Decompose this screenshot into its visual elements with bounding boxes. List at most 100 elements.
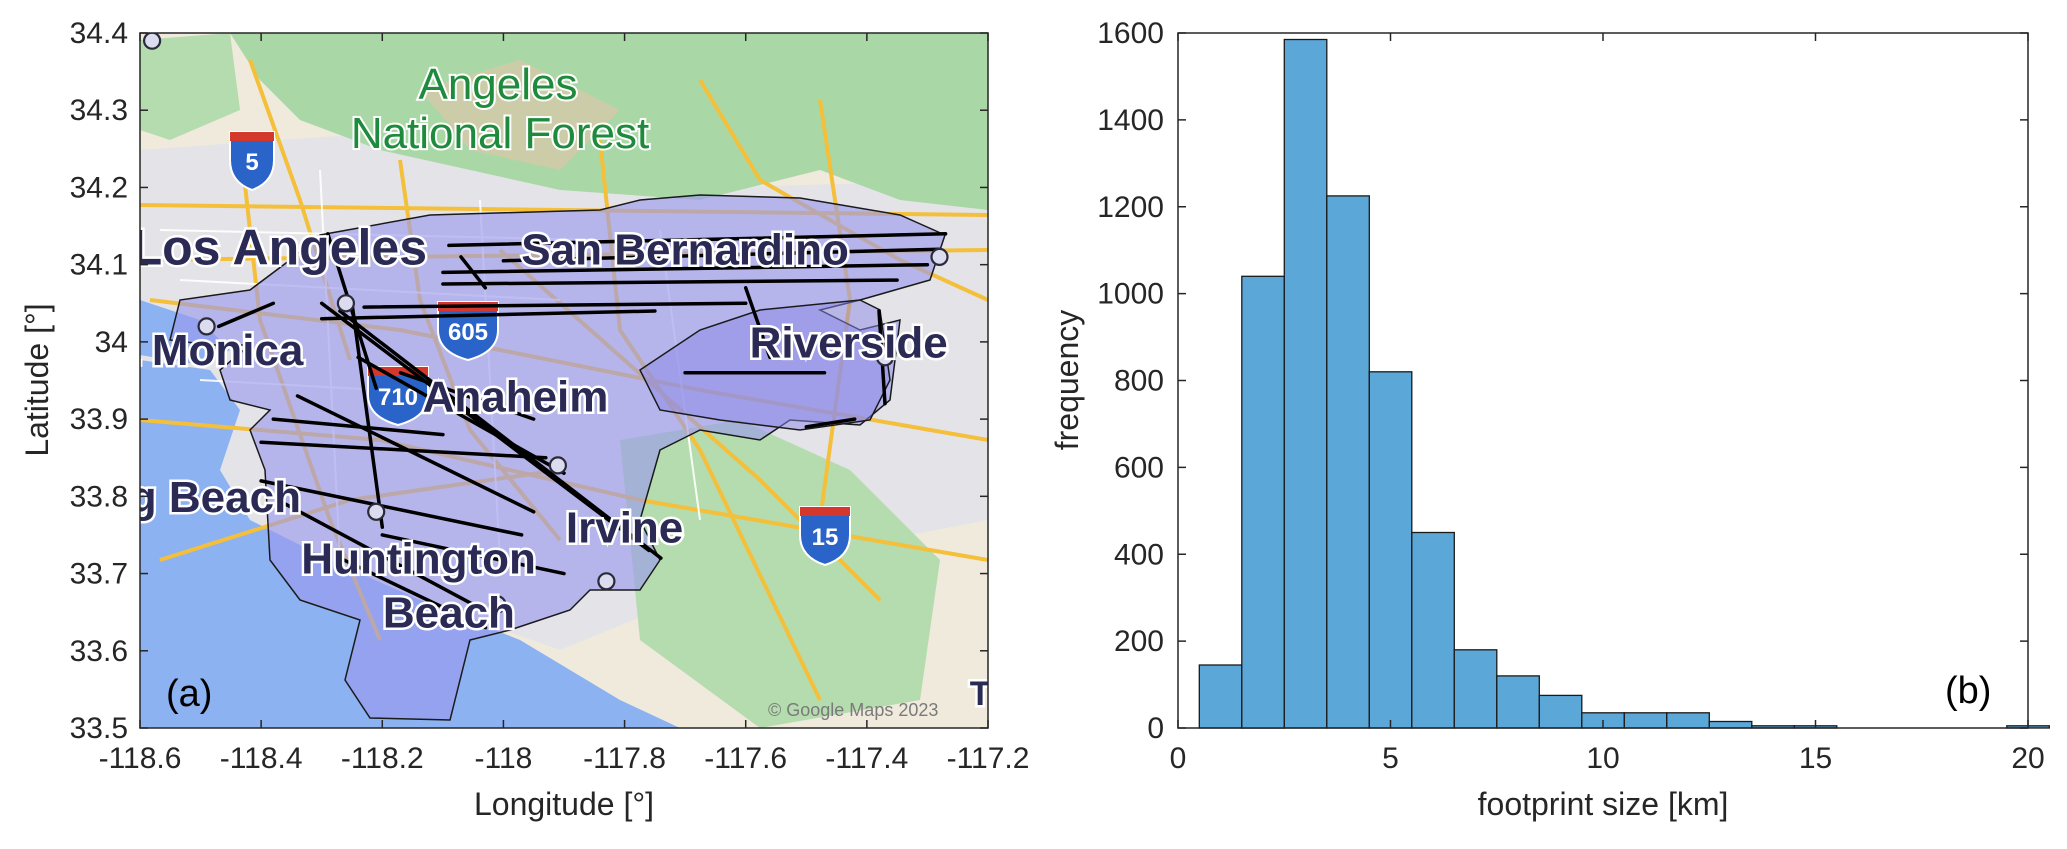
track-17 xyxy=(459,255,488,290)
histogram-bar-12 xyxy=(1666,712,1710,729)
histogram-y-tick-label: 1600 xyxy=(1097,17,1164,50)
track-15 xyxy=(350,301,385,529)
track-3 xyxy=(441,262,930,275)
track-7 xyxy=(338,309,663,560)
map-y-tick-label: 33.8 xyxy=(70,480,128,513)
histogram-y-tick-label: 1400 xyxy=(1097,104,1164,137)
track-4 xyxy=(441,278,899,286)
histogram-y-tick-label: 1200 xyxy=(1097,191,1164,224)
map-panel-label: (a) xyxy=(166,673,212,715)
histogram-bar-9 xyxy=(1538,694,1583,729)
shield-i15-icon: 15 xyxy=(799,506,851,567)
histogram-bar-2 xyxy=(1241,275,1285,729)
map-x-tick-label: -118.4 xyxy=(220,742,303,775)
mountain-terrain xyxy=(420,60,620,170)
track-8 xyxy=(319,301,651,553)
map-y-tick-label: 34 xyxy=(95,326,128,359)
station-marker-3 xyxy=(336,294,355,313)
map-x-tick-label: -117.8 xyxy=(583,742,666,775)
hills-south xyxy=(620,420,940,728)
shield-i15-label: 15 xyxy=(812,524,839,551)
map-y-tick-label: 34.1 xyxy=(70,249,128,282)
track-22 xyxy=(743,286,772,360)
track-6 xyxy=(319,309,657,321)
histogram-y-axis-label: frequency xyxy=(1049,310,1085,451)
histogram-bar-4 xyxy=(1326,195,1370,729)
track-18 xyxy=(216,301,276,329)
place-label-irvine: Irvine xyxy=(566,504,683,553)
histogram-y-tick-label: 0 xyxy=(1147,712,1164,745)
basemap: Angeles National Forest 5 605 710 xyxy=(76,33,1020,728)
track-5 xyxy=(362,301,748,309)
track-20 xyxy=(804,417,857,429)
track-14 xyxy=(338,556,488,630)
histogram-x-tick-label: 20 xyxy=(2011,742,2044,775)
map-y-tick-label: 33.9 xyxy=(70,403,128,436)
histogram-y-tick-label: 800 xyxy=(1114,365,1164,398)
hills-west xyxy=(140,33,240,140)
histogram-y-tick-label: 1000 xyxy=(1097,278,1164,311)
track-23 xyxy=(380,533,566,576)
coverage-riverside xyxy=(639,299,891,431)
map-x-tick-label: -118.2 xyxy=(341,742,424,775)
map-x-axis-label: Longitude [°] xyxy=(474,786,654,822)
map-x-tick-label: -118.6 xyxy=(99,742,182,775)
track-10 xyxy=(398,371,536,421)
track-11 xyxy=(259,440,548,460)
histogram-bar-7 xyxy=(1453,649,1498,729)
histogram-x-tick-label: 10 xyxy=(1586,742,1619,775)
histogram-bar-11 xyxy=(1623,712,1668,729)
forest-label-line2: National Forest xyxy=(351,109,649,158)
map-x-tick-label: -117.4 xyxy=(825,742,908,775)
place-label-los-angeles: Los Angeles xyxy=(132,220,427,276)
map-x-tick-label: -118 xyxy=(475,742,533,775)
station-marker-7 xyxy=(875,348,895,367)
shield-i5-label: 5 xyxy=(245,149,258,176)
histogram-bar-8 xyxy=(1496,675,1540,729)
track-2 xyxy=(501,247,942,263)
histogram-y-tick-label: 200 xyxy=(1114,625,1164,658)
map-credit: © Google Maps 2023 xyxy=(768,700,938,720)
station-marker-8 xyxy=(930,247,949,266)
map-y-axis-label: Latitude [°] xyxy=(19,303,55,456)
station-marker-6 xyxy=(597,572,616,591)
station-marker-5 xyxy=(548,456,568,475)
place-label-riverside: Riverside xyxy=(750,318,948,367)
place-label-san-bernardino: San Bernardino xyxy=(521,226,849,275)
place-label-huntington: Huntington xyxy=(301,535,536,584)
track-16 xyxy=(326,232,378,390)
histogram-x-axis-label: footprint size [km] xyxy=(1478,786,1729,822)
place-labels: Los Angeles San Bernardino Riverside Anahei… xyxy=(76,217,1020,715)
ocean xyxy=(140,360,680,728)
station-marker-4 xyxy=(367,502,386,521)
place-label-ter: Ter xyxy=(970,675,1020,713)
track-9 xyxy=(356,355,566,475)
map-y-tick-label: 34.3 xyxy=(70,94,128,127)
place-label-ong-beach: ong Beach xyxy=(76,473,301,522)
histogram-x-tick-label: 5 xyxy=(1382,742,1399,775)
place-label-beach: Beach xyxy=(383,589,515,638)
track-25 xyxy=(295,394,536,514)
stations xyxy=(143,33,949,614)
forest-area xyxy=(230,33,988,210)
histogram-bar-3 xyxy=(1283,38,1328,729)
track-13 xyxy=(283,502,475,607)
map-y-tick-label: 34.2 xyxy=(70,171,128,204)
station-marker-1 xyxy=(143,33,162,50)
shield-i5-icon: 5 xyxy=(229,131,275,192)
histogram-bar-13 xyxy=(1708,720,1753,729)
map-y-tick-label: 33.5 xyxy=(70,712,128,745)
tracks xyxy=(216,232,948,630)
histogram-y-tick-label: 400 xyxy=(1114,538,1164,571)
place-label-anaheim: Anaheim xyxy=(423,372,609,421)
track-12 xyxy=(259,479,524,537)
map-x-tick-label: -117.2 xyxy=(947,742,1030,775)
track-1 xyxy=(447,232,948,248)
histogram-bars xyxy=(1198,38,2050,729)
histogram-panel-label: (b) xyxy=(1945,670,1991,712)
map-axes-frame xyxy=(139,32,989,729)
histogram-bar-5 xyxy=(1368,371,1413,729)
map-y-tick-label: 34.4 xyxy=(70,17,128,50)
